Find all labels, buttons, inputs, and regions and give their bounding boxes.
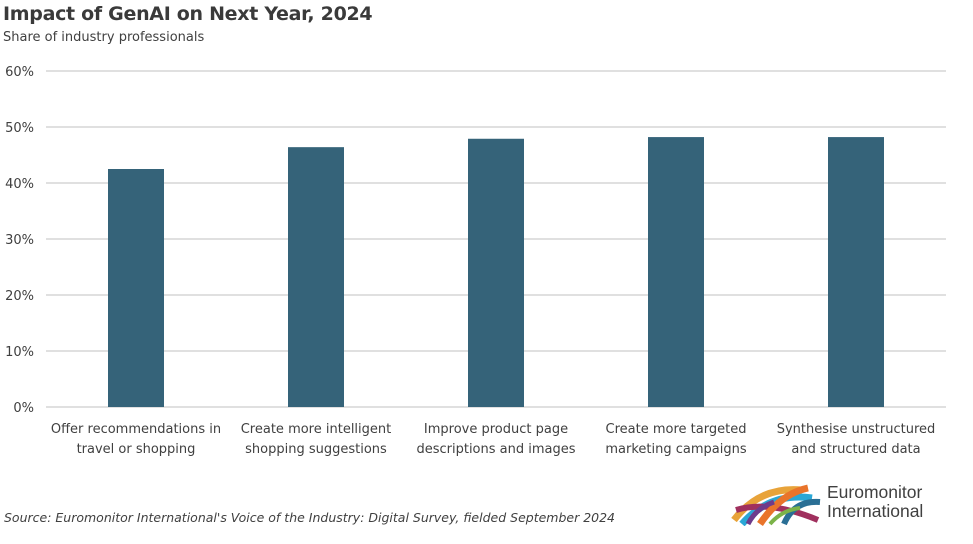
rainbow-arc-icon bbox=[731, 484, 821, 527]
bar bbox=[288, 147, 344, 407]
y-tick-label: 30% bbox=[5, 233, 34, 248]
y-tick-label: 10% bbox=[5, 345, 34, 360]
bar bbox=[828, 137, 884, 407]
x-tick-label: Create more intelligent shopping suggesti… bbox=[241, 422, 392, 457]
x-axis-labels: Offer recommendations in travel or shoppi… bbox=[51, 422, 935, 457]
logo-line-1: Euromonitor bbox=[827, 482, 923, 502]
chart-subtitle: Share of industry professionals bbox=[3, 30, 205, 45]
bars bbox=[108, 137, 884, 407]
gridlines bbox=[46, 70, 946, 408]
x-tick-label: Offer recommendations in travel or shoppi… bbox=[51, 422, 221, 457]
y-tick-label: 40% bbox=[5, 177, 34, 192]
logo-line-2: International bbox=[827, 501, 924, 521]
y-tick-label: 60% bbox=[5, 65, 34, 80]
y-tick-label: 0% bbox=[13, 401, 34, 416]
euromonitor-logo: Euromonitor International bbox=[730, 480, 960, 530]
source-note: Source: Euromonitor International's Voic… bbox=[4, 510, 616, 525]
y-axis-ticks: 0% 10% 20% 30% 40% 50% 60% bbox=[5, 65, 34, 416]
x-tick-label: Synthesise unstructured and structured da… bbox=[777, 422, 936, 457]
y-tick-label: 20% bbox=[5, 289, 34, 304]
bar bbox=[648, 137, 704, 407]
logo-text: Euromonitor International bbox=[827, 483, 923, 521]
y-tick-label: 50% bbox=[5, 121, 34, 136]
x-tick-label: Create more targeted marketing campaigns bbox=[605, 422, 746, 457]
chart-title: Impact of GenAI on Next Year, 2024 bbox=[3, 3, 373, 25]
x-tick-label: Improve product page descriptions and ima… bbox=[416, 422, 575, 457]
bar-chart: 0% 10% 20% 30% 40% 50% 60% Offer recommendatio… bbox=[5, 65, 946, 457]
bar bbox=[108, 169, 164, 407]
bar bbox=[468, 138, 524, 407]
